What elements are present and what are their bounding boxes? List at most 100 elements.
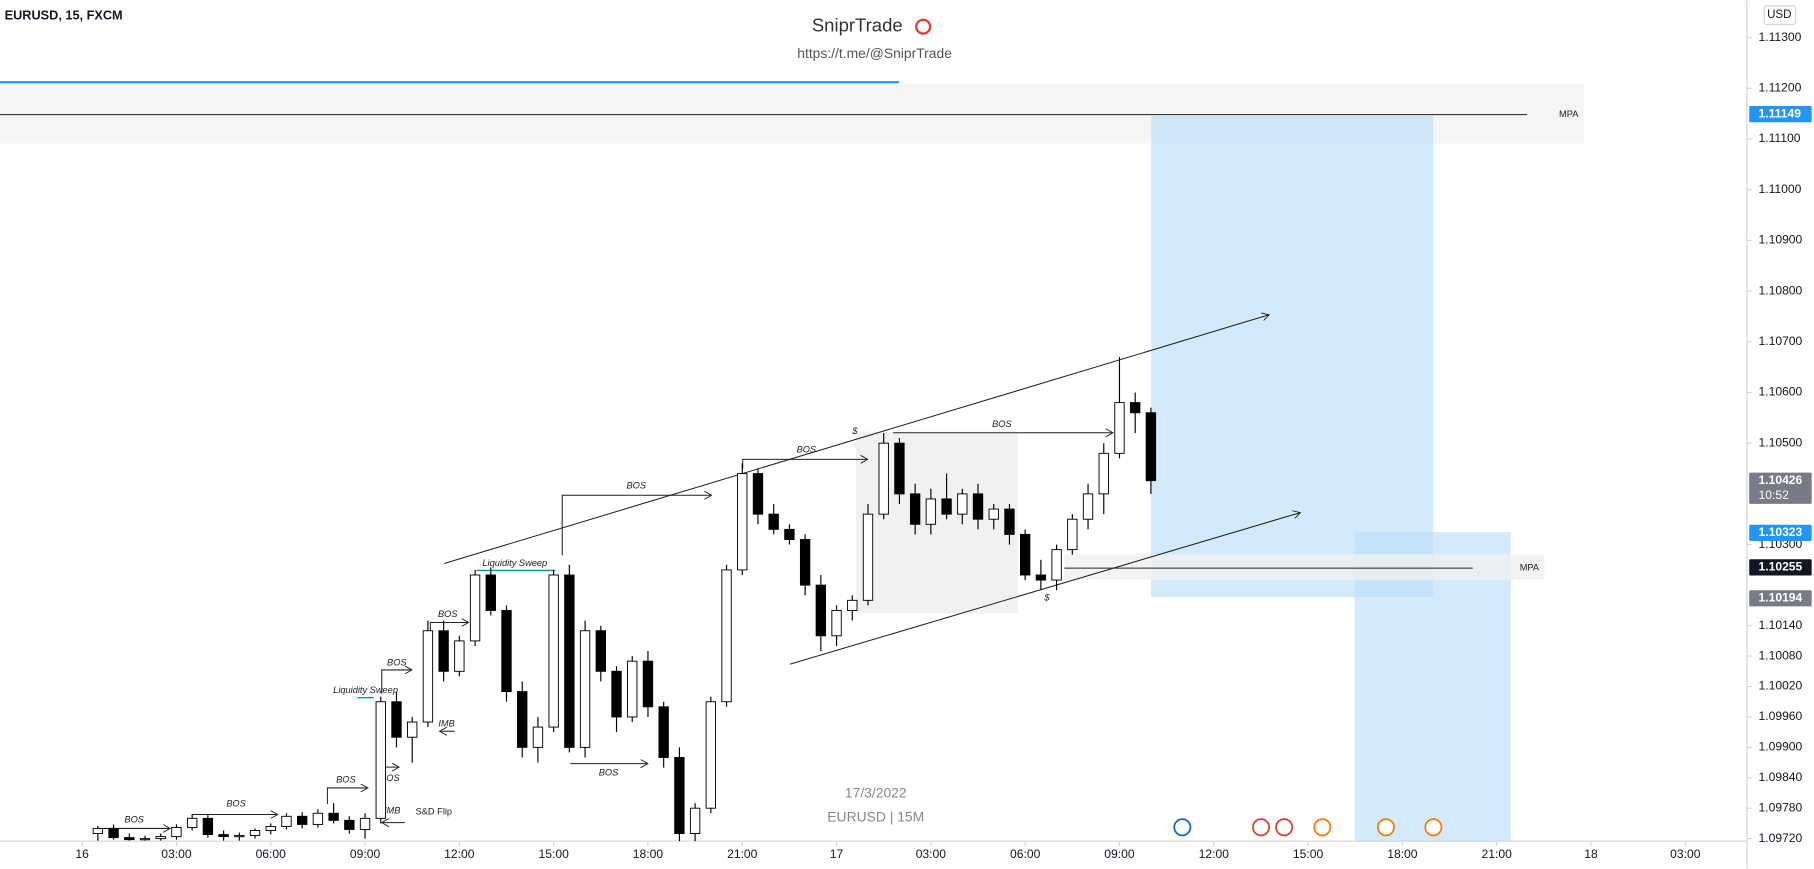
trend-line: [790, 513, 1300, 665]
candle-body: [957, 493, 968, 515]
brand-link: https://t.me/@SniprTrade: [797, 45, 952, 61]
x-tick-label: 15:00: [538, 847, 569, 861]
annotation: MPA: [1559, 109, 1579, 119]
candle-body: [1082, 493, 1094, 520]
y-tick-label: 1.09780: [1758, 800, 1802, 814]
candle-body: [1098, 452, 1109, 495]
candle-body: [139, 838, 151, 841]
candle-body: [721, 569, 732, 703]
candle-body: [438, 630, 449, 672]
footer-pair: EURUSD | 15M: [827, 809, 924, 825]
candle-body: [297, 815, 308, 825]
x-tick-label: 21:00: [1482, 847, 1513, 861]
annotation: Liquidity Sweep: [482, 558, 547, 568]
candle-body: [1114, 402, 1125, 454]
bos-arrow: [326, 788, 367, 805]
annotation: BOS: [387, 657, 407, 667]
x-tick-label: 12:00: [1199, 847, 1230, 861]
candle-body: [1019, 533, 1031, 576]
candle-body: [941, 498, 952, 515]
y-tick-label: 1.10900: [1758, 233, 1802, 247]
candle-body: [768, 513, 779, 530]
candle-body: [1004, 508, 1015, 535]
candle-body: [909, 493, 921, 525]
y-tick-label: 1.10140: [1758, 618, 1802, 632]
candle-body: [202, 817, 214, 836]
price-label: 1.10323: [1758, 525, 1802, 539]
symbol: EURUSD, 15, FXCM: [5, 8, 123, 23]
x-tick-label: 06:00: [256, 847, 287, 861]
candle-body: [1067, 518, 1078, 551]
price-label-box: [1749, 472, 1812, 504]
price-label-box: [1749, 106, 1812, 123]
x-tick-label: 03:00: [916, 847, 947, 861]
position-zone: [1151, 115, 1434, 598]
x-tick-label: 16: [75, 847, 89, 861]
candle-body: [312, 812, 324, 825]
candle-body: [752, 473, 764, 515]
candle-body: [894, 442, 905, 495]
candle-body: [328, 812, 339, 821]
candle-body: [1130, 402, 1141, 414]
y-tick-label: 1.09900: [1758, 740, 1802, 754]
annotation: BOS: [124, 815, 144, 825]
candle-body: [469, 574, 481, 642]
annotation: BOS: [992, 419, 1012, 429]
candle-body: [454, 640, 465, 672]
candle-body: [611, 670, 622, 718]
x-tick-label: 03:00: [1670, 847, 1701, 861]
annotation: BOS: [599, 767, 619, 777]
y-tick-label: 1.10600: [1758, 385, 1802, 399]
candle-body: [218, 834, 229, 838]
candle-body: [831, 610, 842, 637]
x-tick-label: 21:00: [727, 847, 758, 861]
candle-body: [579, 630, 591, 748]
annotation: BOS: [336, 774, 356, 784]
candle-body: [422, 630, 434, 723]
event-icons: [1173, 818, 1443, 837]
candle-body: [124, 837, 135, 841]
candle-body: [234, 835, 245, 838]
y-tick-label: 1.11200: [1758, 81, 1801, 95]
candle-body: [627, 660, 638, 718]
y-tick-label: 1.11300: [1758, 30, 1801, 44]
candle-body: [862, 513, 874, 601]
y-tick-label: 1.09720: [1758, 831, 1802, 845]
candle-body: [407, 721, 418, 738]
candle-body: [375, 701, 386, 819]
candle-body: [1051, 549, 1062, 581]
bos-arrow: [742, 459, 868, 469]
candle-body: [517, 691, 528, 748]
candle-body: [847, 599, 858, 611]
candle-body: [501, 610, 512, 693]
candle-body: [988, 508, 999, 520]
x-tick-label: 18: [1584, 847, 1598, 861]
annotation: $: [1043, 593, 1050, 603]
price-label: 1.10194: [1758, 591, 1802, 605]
position-zone: [1354, 532, 1511, 842]
annotation: BOS: [380, 773, 400, 783]
trend-line: [444, 315, 1269, 564]
candle-body: [281, 815, 292, 827]
candle-body: [155, 836, 166, 840]
x-tick-label: 18:00: [633, 847, 664, 861]
annotation: $: [851, 426, 858, 436]
x-tick-label: 12:00: [444, 847, 475, 861]
y-tick-label: 1.10080: [1758, 648, 1802, 662]
annotation: MPA: [1520, 563, 1540, 573]
y-tick-label: 1.10020: [1758, 679, 1802, 693]
candle-body: [564, 574, 575, 748]
brand: SniprTrade: [812, 15, 903, 36]
annotations: BOS BOS BOS BOS BOS BOS BOS BOS BOS BOS …: [124, 109, 1579, 825]
candle-body: [737, 473, 748, 571]
candle-body: [595, 630, 606, 672]
candle-body: [642, 660, 654, 708]
y-tick-label: 1.09840: [1758, 770, 1802, 784]
x-tick-label: 03:00: [161, 847, 192, 861]
price-label: 1.10426: [1758, 473, 1802, 487]
mpa-zone: [1064, 554, 1545, 580]
candle-body: [689, 807, 701, 835]
bos-arrow: [381, 670, 412, 695]
candle-body: [485, 574, 496, 611]
